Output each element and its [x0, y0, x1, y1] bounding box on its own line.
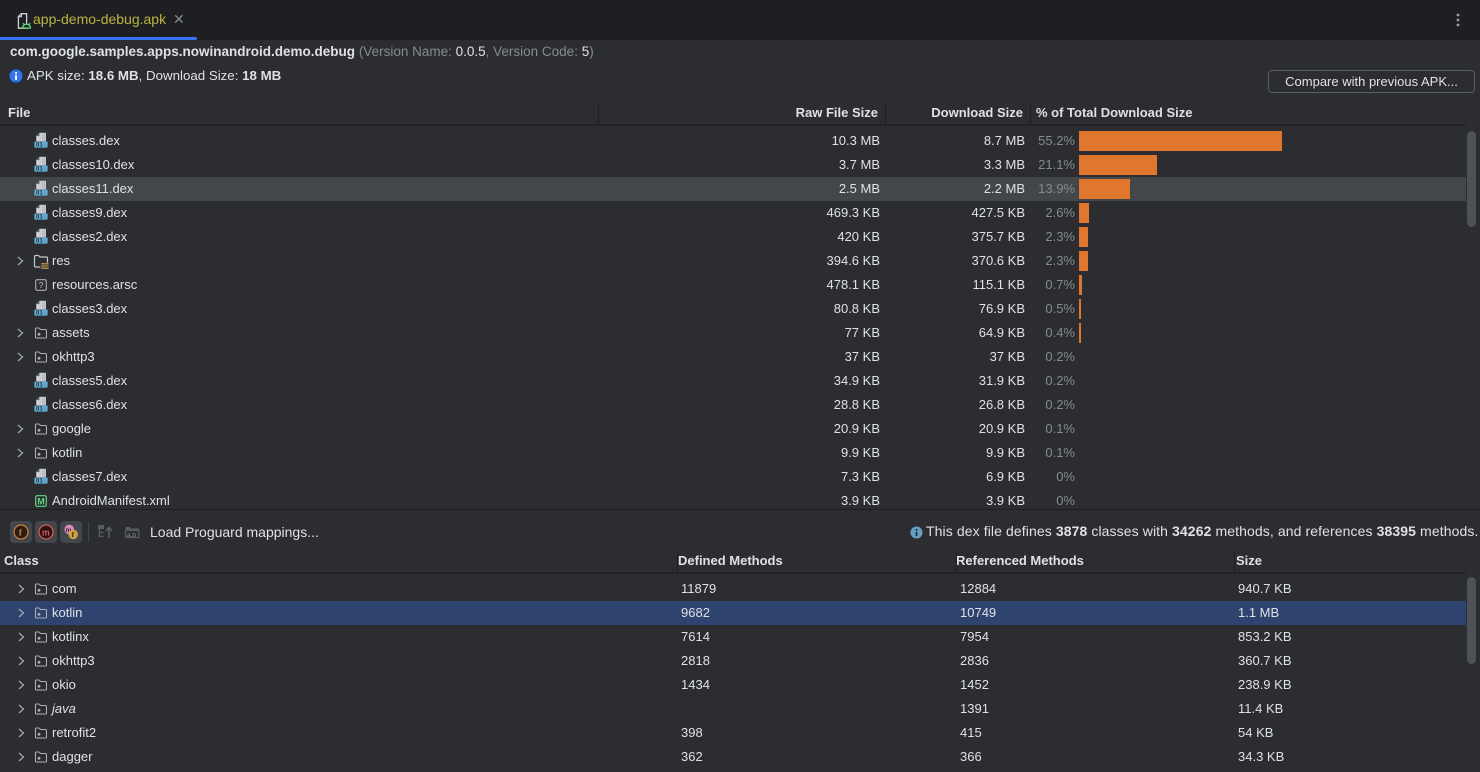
svg-text:01: 01 — [36, 383, 43, 388]
svg-text:01: 01 — [36, 407, 43, 412]
svg-text:m: m — [42, 527, 50, 537]
svg-text:f: f — [72, 530, 75, 539]
svg-text:01: 01 — [36, 479, 43, 484]
svg-text:m: m — [66, 527, 72, 534]
svg-text:f: f — [19, 529, 23, 539]
svg-text:01: 01 — [36, 239, 43, 244]
svg-text:01: 01 — [36, 311, 43, 316]
svg-text:01: 01 — [36, 167, 43, 172]
svg-text:a.b: a.b — [127, 532, 136, 539]
svg-text:?: ? — [39, 280, 44, 290]
svg-text:01: 01 — [36, 191, 43, 196]
svg-text:M: M — [37, 496, 44, 506]
svg-text:01: 01 — [36, 215, 43, 220]
svg-text:01: 01 — [36, 143, 43, 148]
